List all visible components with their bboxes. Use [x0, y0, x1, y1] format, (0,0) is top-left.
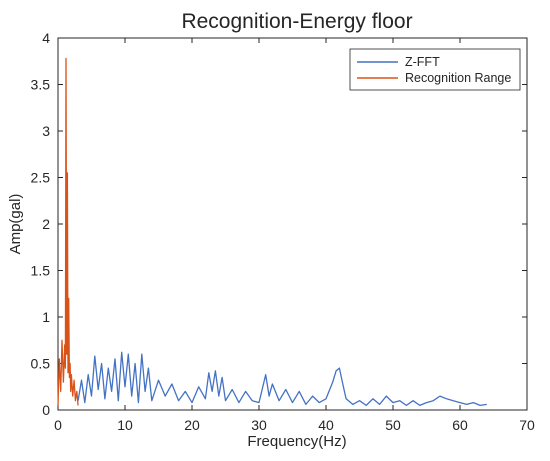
x-tick-label: 60 — [452, 417, 468, 433]
y-tick-label: 0 — [42, 402, 50, 418]
x-tick-label: 0 — [54, 417, 62, 433]
series-line-z-fft — [77, 351, 487, 407]
y-tick-label: 3 — [42, 123, 50, 139]
x-tick-label: 20 — [184, 417, 200, 433]
series-line-recognition-range — [57, 57, 79, 406]
y-tick-label: 2 — [42, 216, 50, 232]
x-axis-label: Frequency(Hz) — [247, 433, 346, 450]
x-tick-label: 30 — [251, 417, 267, 433]
x-tick-label: 40 — [318, 417, 334, 433]
legend-box — [349, 48, 521, 91]
x-tick-label: 70 — [519, 417, 535, 433]
y-tick-label: 3.5 — [31, 77, 51, 93]
y-tick-label: 1 — [42, 309, 50, 325]
y-tick-label: 1.5 — [31, 263, 51, 279]
legend-label-recognition-range: Recognition Range — [405, 71, 511, 85]
y-tick-label: 4 — [42, 30, 50, 46]
plot-area — [57, 37, 528, 411]
y-tick-label: 2.5 — [31, 170, 51, 186]
y-tick-label: 0.5 — [31, 356, 51, 372]
x-tick-label: 10 — [117, 417, 133, 433]
chart-title: Recognition-Energy floor — [181, 10, 412, 33]
legend: Z-FFT Recognition Range — [349, 48, 521, 91]
legend-label-z-fft: Z-FFT — [405, 55, 440, 69]
x-tick-label: 50 — [385, 417, 401, 433]
y-axis-label: Amp(gal) — [7, 194, 24, 255]
